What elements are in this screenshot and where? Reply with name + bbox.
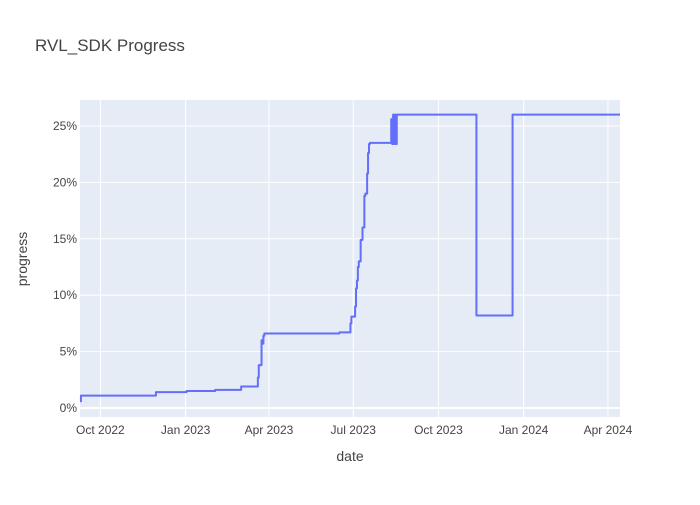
series-layer (79, 113, 620, 403)
y-tick-label: 0% (60, 401, 78, 415)
y-tick-label: 15% (53, 232, 77, 246)
y-axis-ticks: 0% 5% 10% 15% 20% 25% (53, 119, 77, 415)
x-tick-label: Oct 2023 (414, 423, 463, 437)
chart-title: RVL_SDK Progress (35, 36, 185, 55)
y-tick-label: 10% (53, 288, 77, 302)
y-tick-label: 25% (53, 119, 77, 133)
x-tick-label: Jan 2024 (499, 423, 549, 437)
x-axis-label: date (336, 448, 363, 464)
y-tick-label: 20% (53, 175, 77, 189)
y-tick-label: 5% (60, 345, 78, 359)
x-tick-label: Apr 2023 (245, 423, 294, 437)
x-tick-label: Jan 2023 (161, 423, 211, 437)
x-tick-label: Jul 2023 (331, 423, 377, 437)
series-line (79, 113, 620, 403)
y-gridlines (80, 125, 620, 409)
x-tick-label: Oct 2022 (76, 423, 125, 437)
y-axis-label: progress (14, 232, 30, 286)
x-tick-label: Apr 2024 (584, 423, 633, 437)
x-gridlines (99, 100, 609, 417)
plot-area (80, 100, 620, 417)
x-axis-ticks: Oct 2022 Jan 2023 Apr 2023 Jul 2023 Oct 2023… (76, 423, 633, 437)
